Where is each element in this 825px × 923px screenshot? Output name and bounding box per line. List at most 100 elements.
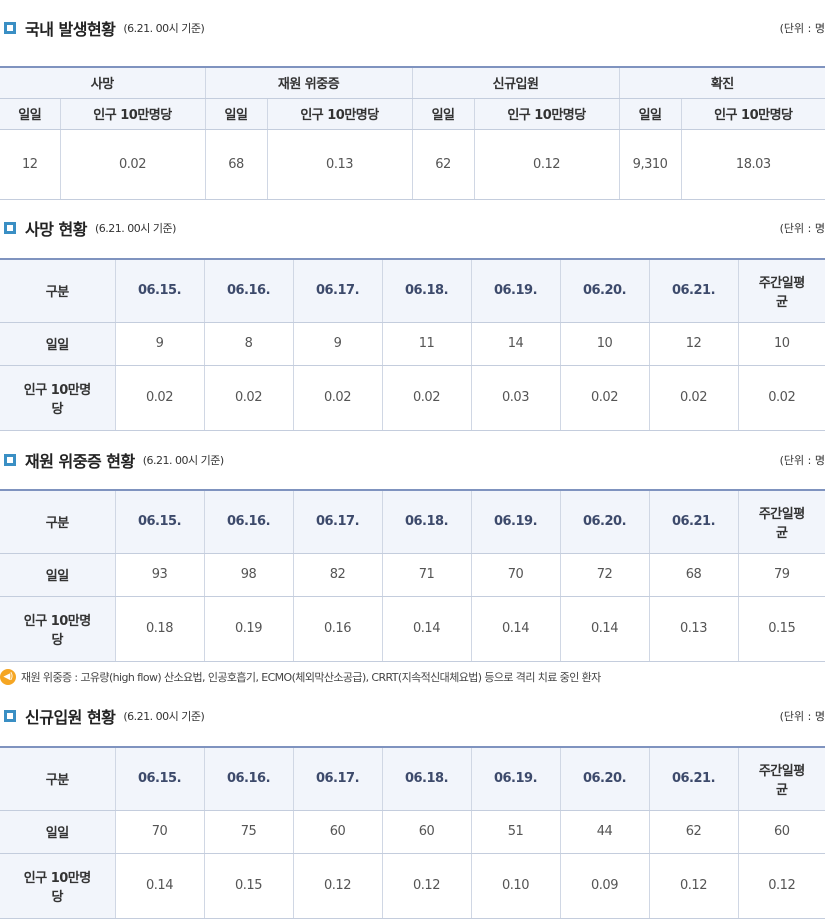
value-cell: 9,310: [619, 129, 682, 200]
value-cell: 0.14: [560, 596, 650, 662]
column-header: 06.19.: [471, 259, 561, 323]
sub-header: 일일: [0, 98, 61, 130]
value-cell: 60: [382, 810, 472, 854]
section-title: 사망 현황: [25, 220, 87, 239]
value-cell: 0.09: [560, 853, 650, 919]
table-row: 일일 9 8 9 11 14 10 12 10: [0, 322, 825, 366]
unit-label: (단위 : 명: [779, 710, 825, 723]
value-cell: 11: [382, 322, 472, 366]
value-cell: 93: [115, 553, 205, 597]
value-cell: 0.14: [471, 596, 561, 662]
column-header: 06.16.: [204, 490, 294, 554]
value-cell: 0.02: [115, 365, 205, 431]
value-cell: 79: [738, 553, 825, 597]
column-header: 06.15.: [115, 747, 205, 811]
value-cell: 0.02: [560, 365, 650, 431]
sub-header-row: 일일 인구 10만명당 일일 인구 10만명당 일일 인구 10만명당 일일 인구 10만명당: [0, 98, 825, 130]
header-row: 구분 06.15. 06.16. 06.17. 06.18. 06.19. 06.20. 06…: [0, 747, 825, 811]
row-header: 인구 10만명당: [0, 853, 116, 919]
value-cell: 0.02: [204, 365, 294, 431]
value-cell: 10: [560, 322, 650, 366]
summary-table: 사망 재원 위중증 신규입원 확진 일일 인구 10만명당 일일 인구 10만명당 일일 인구 1…: [0, 66, 825, 200]
value-cell: 0.14: [115, 853, 205, 919]
square-bullet-icon: [4, 454, 16, 466]
value-cell: 62: [649, 810, 739, 854]
section-table: 구분 06.15. 06.16. 06.17. 06.18. 06.19. 06.20. 06…: [0, 746, 825, 919]
value-cell: 82: [293, 553, 383, 597]
table-row: 12 0.02 68 0.13 62 0.12 9,310 18.03: [0, 129, 825, 200]
value-cell: 68: [649, 553, 739, 597]
row-header: 인구 10만명당: [0, 365, 116, 431]
section-title: 국내 발생현황: [25, 20, 116, 39]
column-header: 06.17.: [293, 259, 383, 323]
value-cell: 60: [738, 810, 825, 854]
note-text: 재원 위중증 : 고유량(high flow) 산소요법, 인공호흡기, ECM…: [21, 671, 601, 684]
value-cell: 0.19: [204, 596, 294, 662]
value-cell: 0.02: [649, 365, 739, 431]
value-cell: 60: [293, 810, 383, 854]
group-header-row: 사망 재원 위중증 신규입원 확진: [0, 67, 825, 99]
unit-label: (단위 : 명: [779, 454, 825, 467]
section-table: 구분 06.15. 06.16. 06.17. 06.18. 06.19. 06.20. 06…: [0, 489, 825, 662]
group-header: 사망: [0, 67, 206, 99]
sub-header: 일일: [412, 98, 475, 130]
row-header: 인구 10만명당: [0, 596, 116, 662]
column-header: 06.20.: [560, 259, 650, 323]
sub-header: 인구 10만명당: [267, 98, 413, 130]
value-cell: 0.02: [293, 365, 383, 431]
column-header: 06.15.: [115, 490, 205, 554]
group-header: 확진: [619, 67, 825, 99]
value-cell: 0.12: [649, 853, 739, 919]
section-title-bar: 사망 현황 (6.21. 00시 기준) (단위 : 명: [0, 216, 825, 240]
column-header: 06.18.: [382, 747, 472, 811]
value-cell: 0.12: [474, 129, 620, 200]
value-cell: 62: [412, 129, 475, 200]
column-header: 06.18.: [382, 490, 472, 554]
value-cell: 0.13: [267, 129, 413, 200]
value-cell: 0.16: [293, 596, 383, 662]
value-cell: 9: [293, 322, 383, 366]
column-header: 06.19.: [471, 747, 561, 811]
value-cell: 10: [738, 322, 825, 366]
header-row: 구분 06.15. 06.16. 06.17. 06.18. 06.19. 06.20. 06…: [0, 259, 825, 323]
speaker-icon: ◀): [0, 669, 16, 685]
table-row: 인구 10만명당 0.14 0.15 0.12 0.12 0.10 0.09 0.12 0.12: [0, 853, 825, 919]
column-header: 06.20.: [560, 747, 650, 811]
column-header: 06.20.: [560, 490, 650, 554]
value-cell: 70: [471, 553, 561, 597]
column-header: 구분: [0, 747, 116, 811]
value-cell: 72: [560, 553, 650, 597]
value-cell: 0.03: [471, 365, 561, 431]
column-header: 06.16.: [204, 747, 294, 811]
value-cell: 0.14: [382, 596, 472, 662]
value-cell: 0.13: [649, 596, 739, 662]
column-header: 06.19.: [471, 490, 561, 554]
value-cell: 0.12: [738, 853, 825, 919]
table-row: 인구 10만명당 0.02 0.02 0.02 0.02 0.03 0.02 0.02 0.02: [0, 365, 825, 431]
value-cell: 12: [649, 322, 739, 366]
section-basis: (6.21. 00시 기준): [94, 222, 176, 235]
column-header: 주간일평균: [738, 490, 825, 554]
sub-header: 인구 10만명당: [60, 98, 206, 130]
section-basis: (6.21. 00시 기준): [123, 710, 205, 723]
group-header: 신규입원: [412, 67, 620, 99]
value-cell: 44: [560, 810, 650, 854]
value-cell: 68: [205, 129, 268, 200]
unit-label: (단위 : 명: [779, 22, 825, 35]
column-header: 06.15.: [115, 259, 205, 323]
column-header: 주간일평균: [738, 747, 825, 811]
column-header: 06.21.: [649, 490, 739, 554]
value-cell: 12: [0, 129, 61, 200]
header-row: 구분 06.15. 06.16. 06.17. 06.18. 06.19. 06.20. 06…: [0, 490, 825, 554]
value-cell: 0.18: [115, 596, 205, 662]
value-cell: 18.03: [681, 129, 825, 200]
sub-header: 인구 10만명당: [681, 98, 825, 130]
value-cell: 0.10: [471, 853, 561, 919]
value-cell: 0.15: [204, 853, 294, 919]
row-header: 일일: [0, 810, 116, 854]
column-header: 06.18.: [382, 259, 472, 323]
value-cell: 0.02: [738, 365, 825, 431]
value-cell: 70: [115, 810, 205, 854]
value-cell: 9: [115, 322, 205, 366]
table-row: 일일 70 75 60 60 51 44 62 60: [0, 810, 825, 854]
